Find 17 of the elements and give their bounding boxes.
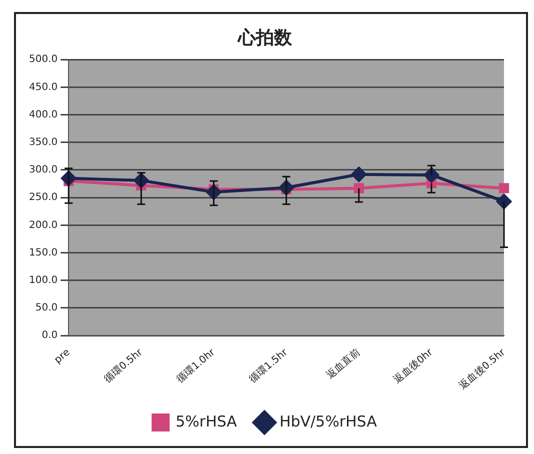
y-tick-label: 300.0 [28,164,58,176]
y-tick-label: 400.0 [28,109,58,120]
y-tick-label: 50.0 [35,302,58,314]
x-tick-label: 返血後0hr [391,346,436,386]
chart-title: 心拍数 [237,27,293,48]
y-tick-label: 500.0 [28,54,58,66]
legend-label: HbV/5%rHSA [279,412,378,430]
y-tick-label: 350.0 [28,136,58,148]
y-tick-label: 200.0 [28,220,58,231]
y-tick-label: 150.0 [28,247,58,258]
y-tick-label: 100.0 [28,274,58,286]
y-tick-label: 450.0 [28,82,58,93]
x-tick-label: 返血直前 [324,346,362,382]
legend-label: 5%rHSA [176,412,238,430]
x-tick-label: pre [52,347,72,366]
y-tick-label: 0.0 [42,330,58,342]
y-tick-label: 250.0 [28,192,58,204]
